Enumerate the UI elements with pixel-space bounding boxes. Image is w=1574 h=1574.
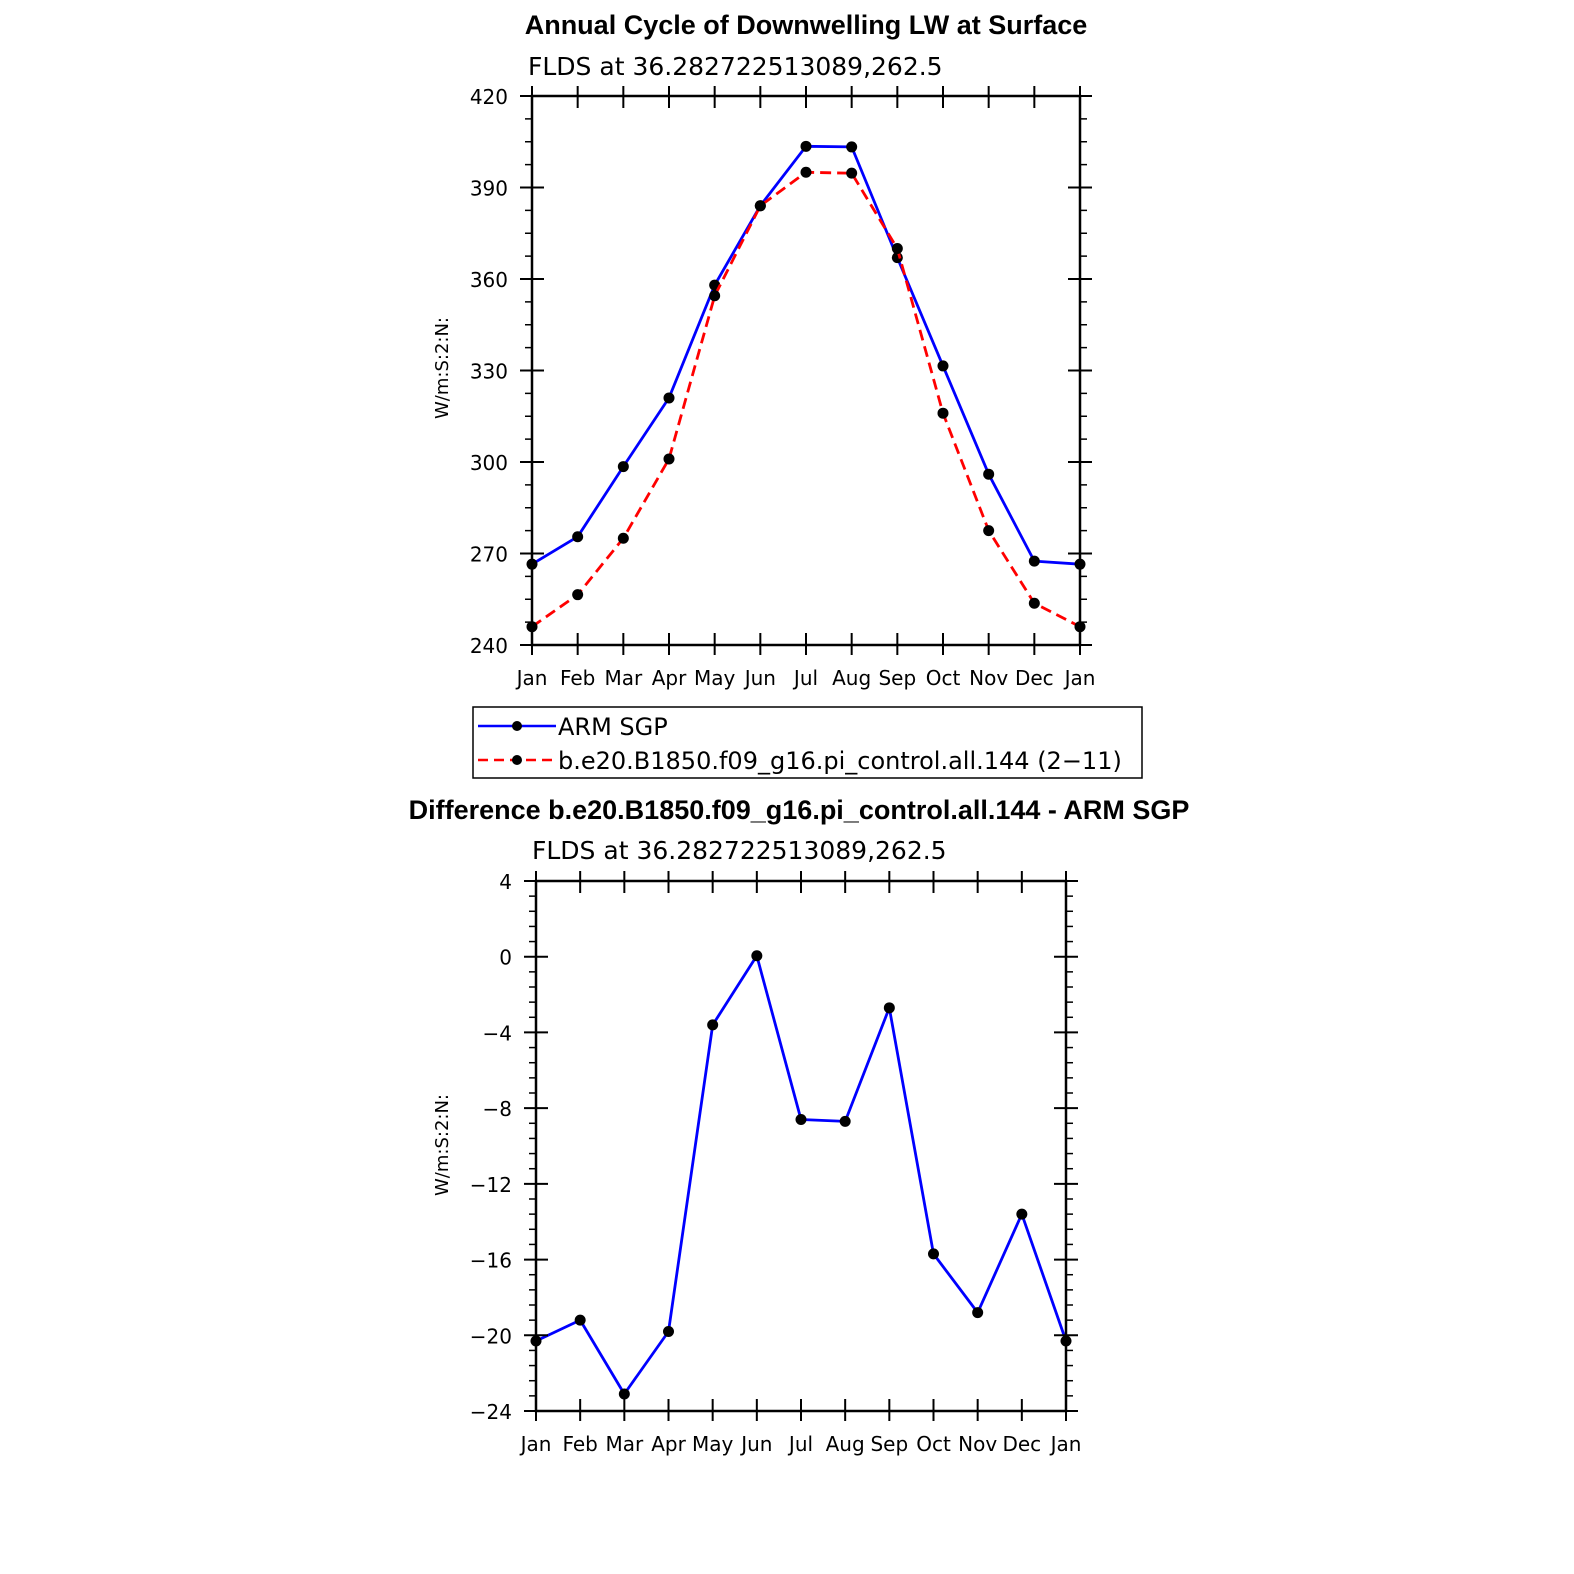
chart-subtitle: FLDS at 36.282722513089,262.5 bbox=[532, 836, 947, 865]
y-tick-label: −16 bbox=[470, 1249, 512, 1273]
series-0-point bbox=[618, 1388, 630, 1400]
y-tick-label: −8 bbox=[483, 1097, 512, 1121]
series-1-point bbox=[983, 525, 995, 537]
y-tick-label: −12 bbox=[470, 1173, 512, 1197]
legend-label-model: b.e20.B1850.f09_g16.pi_control.all.144 (… bbox=[558, 747, 1122, 775]
series-1-point bbox=[800, 166, 812, 178]
y-tick-label: −24 bbox=[470, 1400, 512, 1424]
y-tick-label: 240 bbox=[470, 634, 508, 658]
y-tick-label: −20 bbox=[470, 1324, 512, 1348]
y-tick-label: 4 bbox=[499, 870, 512, 894]
series-1-point bbox=[891, 243, 903, 254]
series-0-point bbox=[928, 1248, 939, 1260]
chart-title: Annual Cycle of Downwelling LW at Surfac… bbox=[525, 10, 1088, 40]
x-tick-label: Sep bbox=[878, 666, 916, 690]
y-axis-label: W/m:S:2:N: bbox=[432, 317, 453, 419]
series-0-point bbox=[1028, 555, 1040, 567]
y-axis-label: W/m:S:2:N: bbox=[432, 1094, 453, 1196]
x-tick-label: Mar bbox=[604, 666, 643, 690]
x-tick-label: Nov bbox=[969, 666, 1008, 690]
series-0-point bbox=[707, 1019, 719, 1031]
series-0-point bbox=[617, 461, 629, 473]
series-0-point bbox=[800, 140, 812, 152]
x-tick-label: Oct bbox=[926, 666, 961, 690]
difference-chart: Difference b.e20.B1850.f09_g16.pi_contro… bbox=[409, 795, 1190, 1456]
x-tick-label: May bbox=[694, 666, 736, 690]
series-0-point bbox=[795, 1114, 807, 1125]
x-tick-label: May bbox=[692, 1432, 734, 1456]
x-tick-label: Jun bbox=[743, 666, 776, 690]
chart-title: Difference b.e20.B1850.f09_g16.pi_contro… bbox=[409, 795, 1190, 825]
x-tick-label: Sep bbox=[870, 1432, 908, 1456]
x-tick-label: Jul bbox=[787, 1432, 813, 1456]
legend-entry-arm-sgp: ARM SGP bbox=[478, 713, 668, 741]
y-tick-label: 330 bbox=[470, 360, 508, 384]
chart-subtitle: FLDS at 36.282722513089,262.5 bbox=[528, 52, 943, 81]
x-tick-label: Jan bbox=[1049, 1432, 1082, 1456]
x-tick-label: Dec bbox=[1015, 666, 1054, 690]
y-tick-label: 420 bbox=[470, 85, 508, 109]
series-1-point bbox=[572, 589, 584, 601]
annual-cycle-chart: Annual Cycle of Downwelling LW at Surfac… bbox=[432, 10, 1095, 690]
legend-box bbox=[472, 706, 1143, 779]
x-tick-label: Jan bbox=[519, 1432, 552, 1456]
series-0-point bbox=[839, 1115, 851, 1127]
x-tick-label: Oct bbox=[916, 1432, 951, 1456]
legend-marker-arm-sgp bbox=[512, 721, 522, 731]
series-0-point bbox=[663, 1326, 674, 1337]
x-tick-label: Feb bbox=[562, 1432, 597, 1456]
y-tick-label: 0 bbox=[499, 946, 512, 970]
x-tick-label: Mar bbox=[605, 1432, 644, 1456]
legend-label-arm-sgp: ARM SGP bbox=[558, 713, 668, 741]
legend: ARM SGP b.e20.B1850.f09_g16.pi_control.a… bbox=[472, 706, 1143, 779]
y-tick-label: 300 bbox=[470, 451, 508, 475]
series-1-point bbox=[663, 453, 675, 465]
series-0-point bbox=[574, 1314, 586, 1326]
x-tick-label: Jan bbox=[1063, 666, 1096, 690]
y-tick-label: 270 bbox=[470, 543, 508, 567]
x-tick-label: Apr bbox=[652, 666, 687, 690]
series-0-point bbox=[883, 1002, 895, 1014]
series-1-point bbox=[709, 290, 721, 302]
x-tick-label: Aug bbox=[826, 1432, 865, 1456]
series-0-point bbox=[663, 392, 675, 404]
x-tick-label: Jun bbox=[739, 1432, 772, 1456]
y-tick-label: −4 bbox=[483, 1021, 512, 1045]
y-tick-label: 360 bbox=[470, 268, 508, 292]
series-1-point bbox=[754, 200, 766, 212]
x-tick-label: Aug bbox=[832, 666, 871, 690]
plot-frame bbox=[530, 94, 1082, 647]
series-0-point bbox=[572, 531, 584, 543]
series-line-0 bbox=[531, 144, 1081, 566]
series-1-point bbox=[937, 407, 949, 419]
series-0-point bbox=[751, 950, 763, 962]
series-0-point bbox=[983, 468, 995, 480]
series-1-point bbox=[1028, 597, 1040, 609]
series-1-point bbox=[617, 532, 629, 544]
x-tick-label: Apr bbox=[651, 1432, 686, 1456]
y-tick-label: 390 bbox=[470, 177, 508, 201]
series-0-point bbox=[937, 360, 949, 372]
x-tick-label: Nov bbox=[958, 1432, 997, 1456]
x-tick-label: Jul bbox=[792, 666, 818, 690]
series-0-point bbox=[972, 1307, 984, 1319]
series-line-1 bbox=[531, 170, 1081, 628]
series-1-point bbox=[846, 167, 858, 179]
legend-marker-model bbox=[512, 755, 522, 765]
x-tick-label: Jan bbox=[515, 666, 548, 690]
series-0-point bbox=[1016, 1208, 1028, 1220]
x-tick-label: Dec bbox=[1002, 1432, 1041, 1456]
series-line-0 bbox=[535, 954, 1068, 1396]
x-tick-label: Feb bbox=[560, 666, 595, 690]
series-0-point bbox=[846, 141, 858, 153]
plot-frame bbox=[534, 879, 1068, 1413]
legend-entry-model: b.e20.B1850.f09_g16.pi_control.all.144 (… bbox=[478, 747, 1122, 775]
